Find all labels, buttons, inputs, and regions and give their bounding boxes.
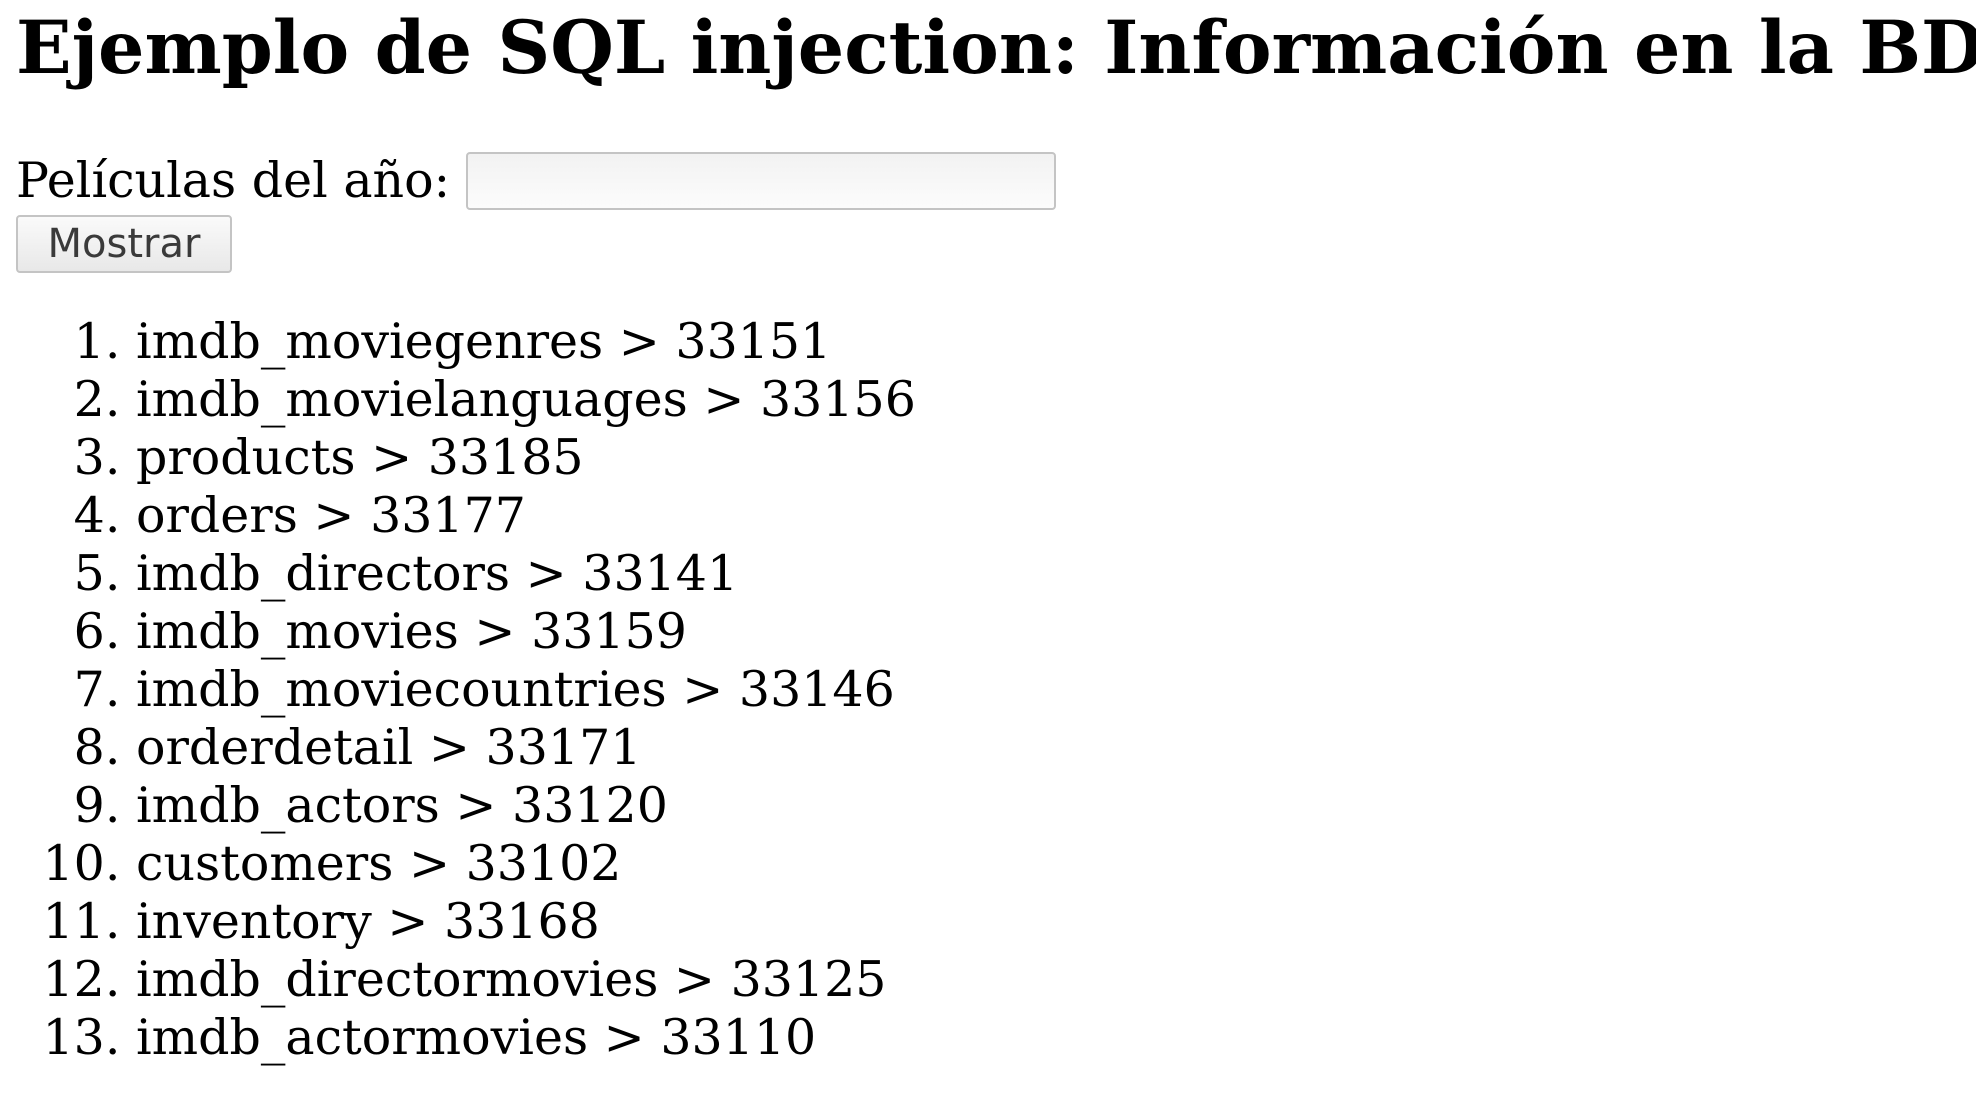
table-id: 33120 <box>512 777 668 834</box>
table-id: 33102 <box>465 835 622 892</box>
table-id: 33168 <box>443 893 600 950</box>
table-id: 33151 <box>675 313 832 370</box>
list-item: imdb_moviegenres > 33151 <box>136 313 1976 371</box>
page: Ejemplo de SQL injection: Información en… <box>0 0 1976 1067</box>
list-item: imdb_actors > 33120 <box>136 777 1976 835</box>
table-id: 33141 <box>582 545 739 602</box>
year-input[interactable] <box>466 152 1057 210</box>
table-name: imdb_actors <box>136 777 440 834</box>
year-label: Películas del año: <box>16 152 451 209</box>
table-id: 33159 <box>531 603 687 660</box>
list-item: orders > 33177 <box>136 487 1976 545</box>
table-id: 33110 <box>660 1009 817 1066</box>
table-id: 33125 <box>730 951 887 1008</box>
list-item: imdb_movielanguages > 33156 <box>136 371 1976 429</box>
table-id: 33177 <box>370 487 526 544</box>
table-name: imdb_directors <box>136 545 511 602</box>
table-name: imdb_moviecountries <box>136 661 667 718</box>
list-item: customers > 33102 <box>136 835 1976 893</box>
list-item: orderdetail > 33171 <box>136 719 1976 777</box>
table-name: orders <box>136 487 298 544</box>
table-name: imdb_movielanguages <box>136 371 688 428</box>
table-id: 33185 <box>427 429 584 486</box>
list-item: imdb_moviecountries > 33146 <box>136 661 1976 719</box>
table-name: customers <box>136 835 394 892</box>
table-name: imdb_actormovies <box>136 1009 589 1066</box>
table-id: 33156 <box>760 371 916 428</box>
table-id: 33171 <box>485 719 642 776</box>
list-item: imdb_directormovies > 33125 <box>136 951 1976 1009</box>
results-list: imdb_moviegenres > 33151imdb_movielangua… <box>16 313 1976 1067</box>
year-search-form: Películas del año: Mostrar <box>16 149 1976 273</box>
year-form-row: Películas del año: <box>16 149 1976 213</box>
table-name: orderdetail <box>136 719 414 776</box>
table-name: products <box>136 429 356 486</box>
table-name: inventory <box>136 893 372 950</box>
table-name: imdb_directormovies <box>136 951 659 1008</box>
list-item: imdb_directors > 33141 <box>136 545 1976 603</box>
list-item: products > 33185 <box>136 429 1976 487</box>
list-item: imdb_movies > 33159 <box>136 603 1976 661</box>
list-item: inventory > 33168 <box>136 893 1976 951</box>
table-name: imdb_movies <box>136 603 459 660</box>
table-name: imdb_moviegenres <box>136 313 604 370</box>
page-title: Ejemplo de SQL injection: Información en… <box>16 5 1976 91</box>
list-item: imdb_actormovies > 33110 <box>136 1009 1976 1067</box>
show-button[interactable]: Mostrar <box>16 215 232 273</box>
table-id: 33146 <box>738 661 895 718</box>
